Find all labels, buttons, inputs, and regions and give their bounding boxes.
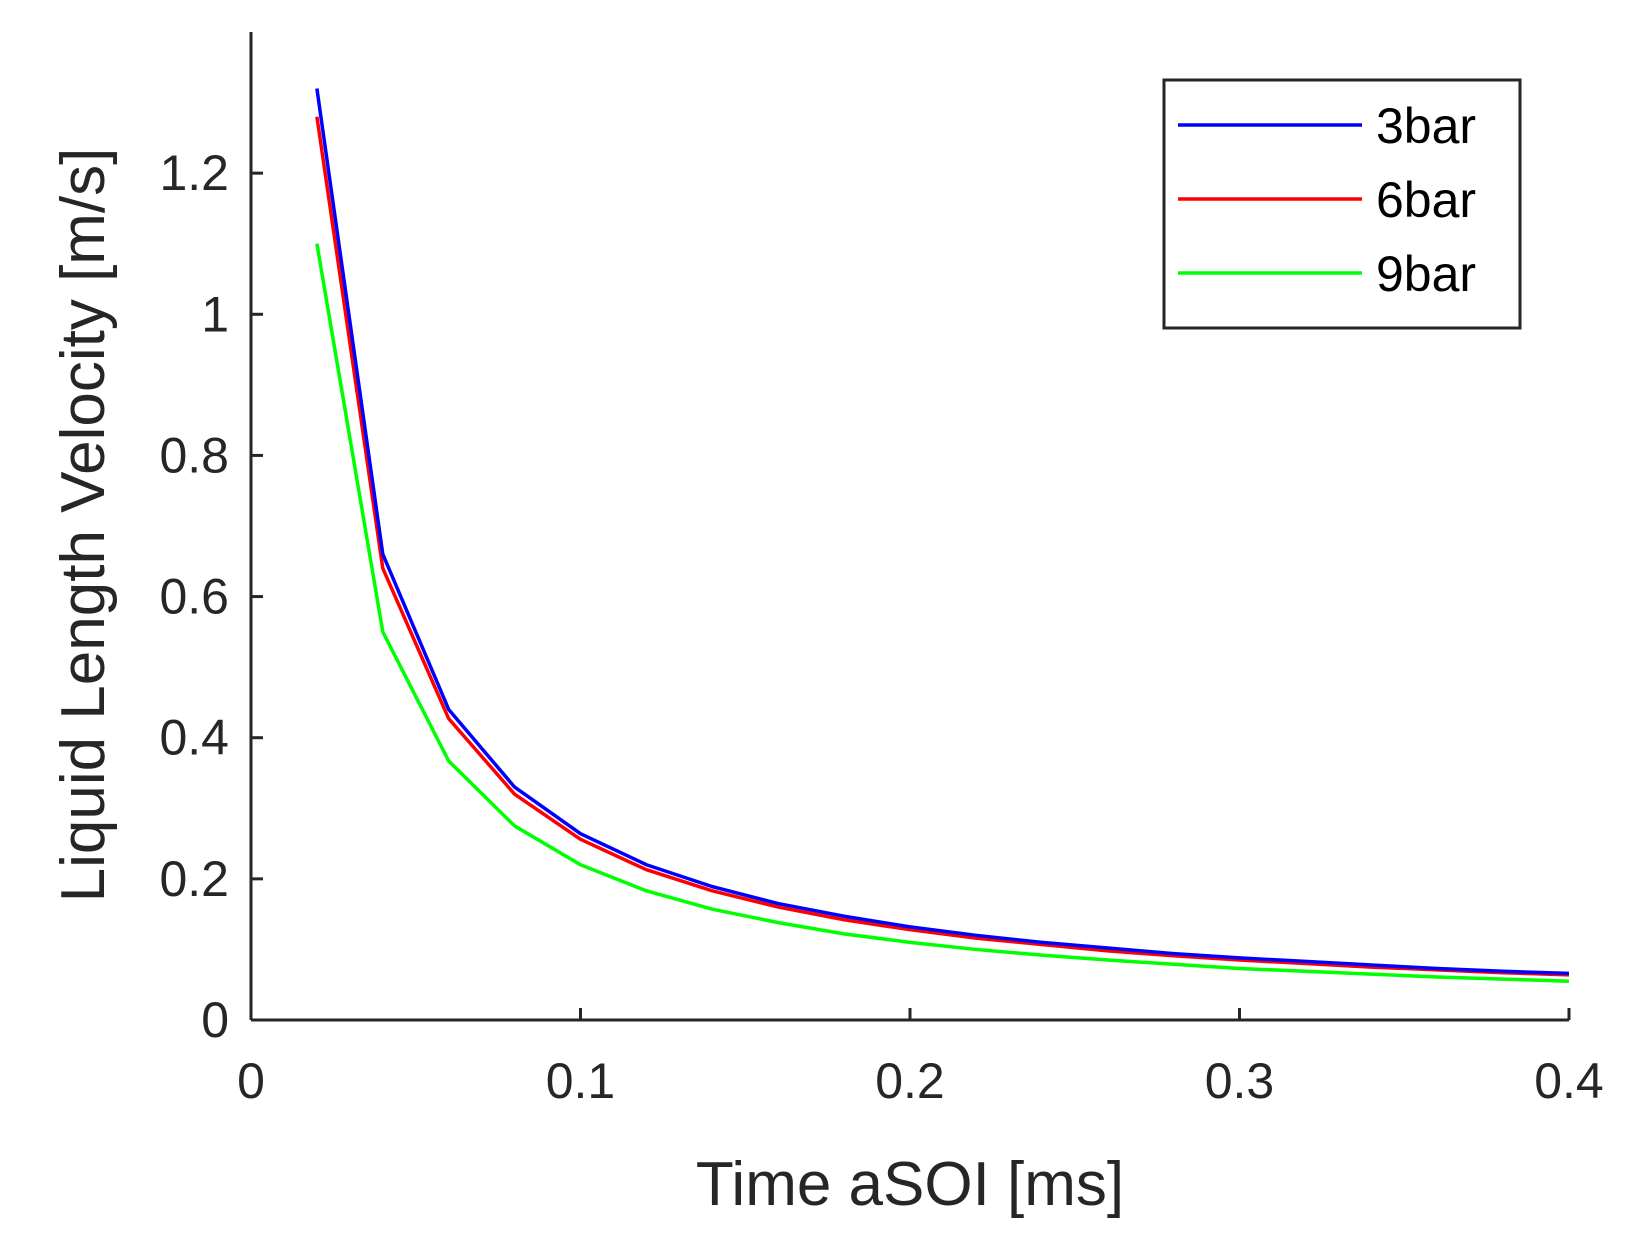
y-tick-label: 1 [201,286,229,342]
y-tick-label: 0 [201,992,229,1048]
y-tick-label: 0.8 [159,427,229,483]
x-tick-label: 0.4 [1534,1053,1604,1109]
x-tick-label: 0 [237,1053,265,1109]
series-layer [315,88,1570,983]
legend-label-9bar: 9bar [1376,246,1476,302]
legend-label-6bar: 6bar [1376,172,1476,228]
x-tick-label: 0.2 [875,1053,945,1109]
legend-label-3bar: 3bar [1376,98,1476,154]
legend-box [1162,78,1522,330]
series-line-9bar [315,243,1570,983]
x-ticks: 0 0.1 0.2 0.3 0.4 [237,1008,1604,1109]
y-tick-label: 0.2 [159,851,229,907]
y-tick-label: 1.2 [159,145,229,201]
legend: 3bar 6bar 9bar [1162,78,1522,330]
x-tick-label: 0.3 [1205,1053,1275,1109]
series-line-6bar [315,116,1570,977]
y-axis-label: Liquid Length Velocity [m/s] [49,148,118,903]
series-line-3bar [315,88,1570,976]
x-axis-label: Time aSOI [ms] [696,1150,1124,1219]
y-tick-label: 0.6 [159,569,229,625]
x-tick-label: 0.1 [546,1053,616,1109]
y-tick-label: 0.4 [159,710,229,766]
y-ticks: 0 0.2 0.4 0.6 0.8 1 1.2 [159,145,263,1048]
